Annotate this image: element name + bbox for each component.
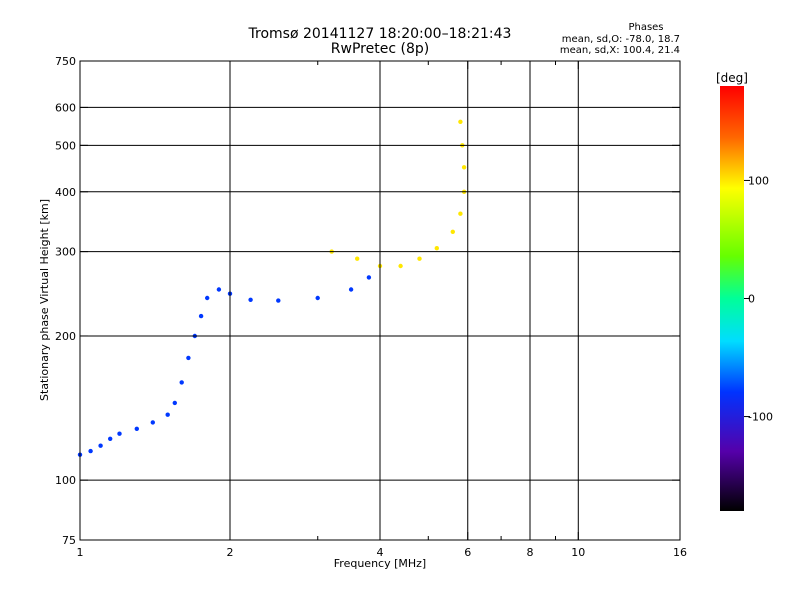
- colorbar-tick-label: 0: [748, 293, 755, 306]
- x-axis: 1 2 4 6 8 10 16: [77, 61, 687, 559]
- colorbar-ticks: 100 0 -100: [744, 174, 773, 424]
- scatter-point-o: [165, 412, 170, 417]
- x-tick-label: 16: [673, 546, 687, 559]
- x-tick-label: 2: [227, 546, 234, 559]
- y-tick-label: 300: [55, 246, 76, 259]
- scatter-point-x: [458, 119, 463, 125]
- scatter-point-x: [398, 263, 403, 269]
- legend-title: Phases: [628, 22, 663, 33]
- x-tick-label: 10: [571, 546, 585, 559]
- y-tick-label: 750: [55, 55, 76, 68]
- legend-line-o: mean, sd,O: -78.0, 18.7: [562, 34, 680, 45]
- grid-lines: [80, 61, 680, 540]
- scatter-point-o: [117, 431, 122, 436]
- y-axis-label: Stationary phase Virtual Height [km]: [38, 199, 51, 401]
- colorbar-tick-label: -100: [748, 411, 773, 424]
- y-tick-label: 400: [55, 186, 76, 199]
- scatter-point-o: [205, 295, 210, 301]
- chart-title: Tromsø 20141127 18:20:00–18:21:43: [248, 26, 512, 42]
- scatter-point-o: [216, 287, 222, 292]
- legend: Phases mean, sd,O: -78.0, 18.7 mean, sd,…: [560, 22, 680, 56]
- scatter-point-o: [315, 295, 320, 301]
- legend-line-x: mean, sd,X: 100.4, 21.4: [560, 45, 680, 56]
- colorbar: [720, 86, 744, 511]
- y-tick-label: 100: [55, 474, 76, 487]
- colorbar-label: [deg]: [716, 71, 748, 85]
- scatter-point-o: [198, 313, 204, 319]
- scatter-point-o: [348, 287, 354, 292]
- scatter-point-x: [458, 211, 463, 216]
- y-tick-label: 600: [55, 101, 76, 114]
- x-tick-label: 6: [464, 546, 471, 559]
- scatter-point-o: [150, 420, 155, 425]
- scatter-point-o: [172, 400, 177, 406]
- scatter-point-o: [108, 436, 113, 441]
- y-tick-label: 75: [62, 534, 76, 547]
- x-tick-label: 1: [77, 546, 84, 559]
- scatter-points: [77, 119, 467, 457]
- scatter-point-o: [276, 298, 281, 303]
- y-tick-label: 200: [55, 330, 76, 343]
- scatter-point-o: [186, 355, 191, 361]
- x-tick-label: 8: [527, 546, 534, 559]
- scatter-point-o: [366, 275, 372, 280]
- scatter-point-o: [88, 448, 93, 454]
- scatter-point-o: [98, 443, 103, 448]
- scatter-point-x: [434, 246, 439, 251]
- x-axis-label: Frequency [MHz]: [334, 557, 426, 570]
- scatter-point-o: [179, 380, 184, 385]
- x-tick-label: 4: [377, 546, 384, 559]
- scatter-point-x: [450, 229, 455, 234]
- scatter-point-x: [417, 256, 422, 261]
- y-tick-label: 500: [55, 139, 76, 152]
- chart-subtitle: RwPretec (8p): [331, 41, 429, 57]
- scatter-point-x: [461, 165, 467, 170]
- colorbar-tick-label: 100: [748, 174, 769, 187]
- scatter-point-o: [134, 426, 139, 431]
- scatter-point-x: [355, 256, 360, 261]
- scatter-point-o: [248, 297, 253, 302]
- y-axis: 75 100 200 300 400 500 600 750: [55, 55, 680, 547]
